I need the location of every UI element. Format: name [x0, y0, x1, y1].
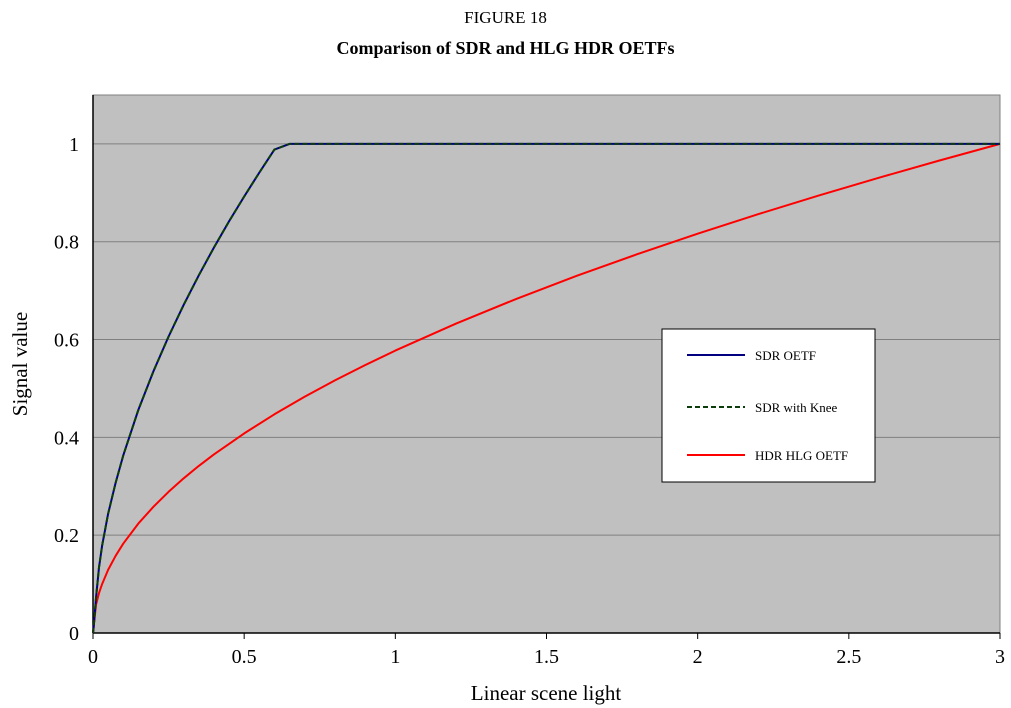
- x-tick-label: 2.5: [836, 646, 861, 668]
- x-tick-label: 0: [88, 646, 98, 668]
- y-tick-label: 0: [69, 623, 79, 645]
- y-tick-label: 0.6: [54, 330, 79, 352]
- y-axis-title: Signal value: [8, 312, 32, 416]
- series-line-sdr-with-knee: [92, 142, 1000, 634]
- series-line-hdr-hlg-oetf: [92, 142, 1001, 634]
- figure-title: Comparison of SDR and HLG HDR OETFs: [336, 38, 675, 58]
- x-axis-title: Linear scene light: [471, 681, 622, 705]
- y-tick-label: 0.2: [54, 525, 79, 547]
- x-tick-label: 3: [995, 646, 1005, 668]
- y-tick-label: 1: [69, 134, 79, 156]
- legend: SDR OETF SDR with Knee HDR HLG OETF: [661, 328, 876, 483]
- x-tick-label: 0.5: [232, 646, 257, 668]
- x-tick-label: 2: [693, 646, 703, 668]
- figure-number: FIGURE 18: [464, 8, 547, 27]
- legend-label-hdr-hlg-oetf: HDR HLG OETF: [755, 448, 848, 463]
- y-tick-label: 0.8: [54, 232, 79, 254]
- tick-labels: 0 0.2 0.4 0.6 0.8 1 0 0.5 1 1.5 2 2.5 3: [54, 134, 1005, 668]
- series-layer: [92, 142, 1001, 634]
- axes: [92, 95, 1001, 639]
- x-tick-label: 1.5: [534, 646, 559, 668]
- legend-label-sdr-with-knee: SDR with Knee: [755, 400, 838, 415]
- legend-label-sdr-oetf: SDR OETF: [755, 348, 816, 363]
- x-tick-label: 1: [390, 646, 400, 668]
- y-tick-label: 0.4: [54, 427, 79, 449]
